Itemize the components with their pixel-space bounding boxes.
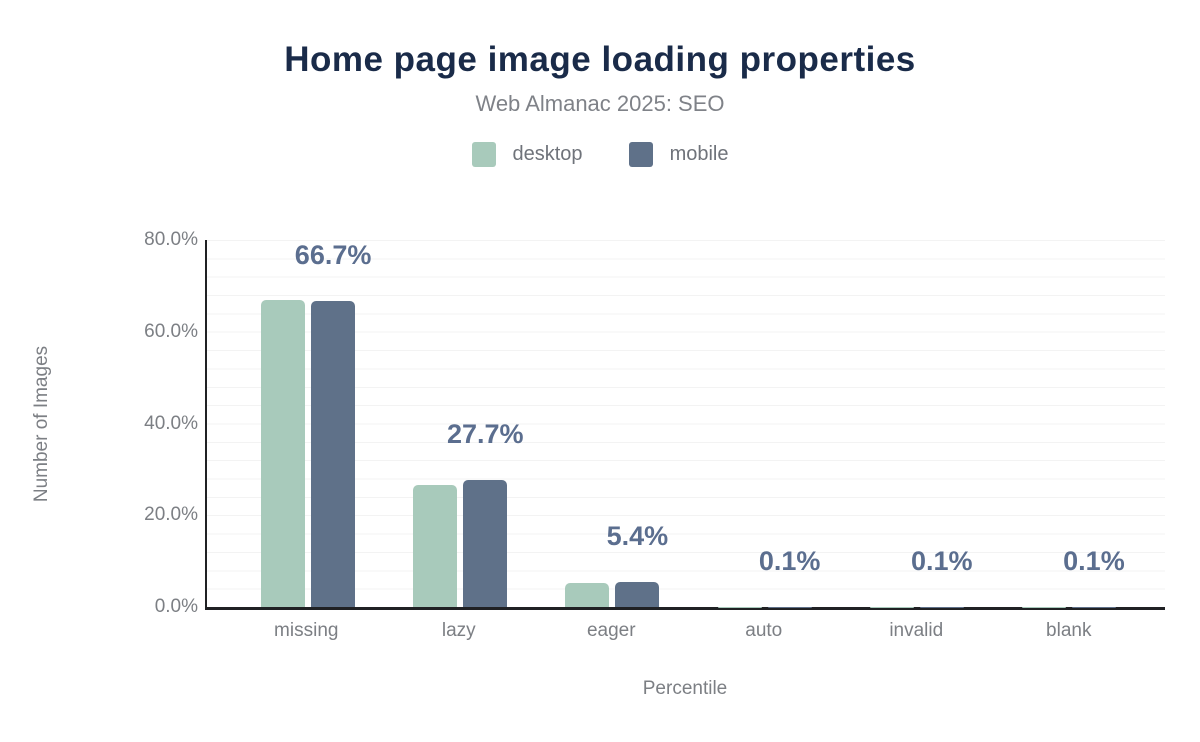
plot-area: 66.7% 27.7% 5.4% 0.1% 0.1% 0.1%: [205, 240, 1165, 610]
y-axis-tick-label: 20.0%: [144, 504, 198, 526]
legend-item-desktop[interactable]: desktop: [471, 142, 583, 167]
x-axis-tick-label-lazy: lazy: [441, 620, 476, 641]
bar-group-auto: 0.1%: [689, 240, 841, 607]
legend-item-mobile[interactable]: mobile: [628, 142, 729, 167]
mobile-bar-missing[interactable]: [311, 301, 356, 607]
bar-group-missing: 66.7%: [232, 240, 384, 607]
x-axis-tick-label-invalid: invalid: [889, 620, 944, 641]
data-label-blank: 0.1%: [1063, 545, 1125, 576]
bar-group-invalid: 0.1%: [841, 240, 993, 607]
mobile-bar-eager[interactable]: [615, 582, 660, 607]
legend: desktop mobile: [0, 142, 1200, 167]
mobile-legend-swatch-icon: [628, 142, 653, 167]
data-label-lazy: 27.7%: [446, 418, 524, 449]
y-axis-tick-label: 60.0%: [144, 320, 198, 342]
x-axis-tick-label-auto: auto: [745, 620, 783, 641]
y-axis-title: Number of Images: [31, 345, 52, 503]
desktop-bar-lazy[interactable]: [413, 484, 458, 607]
mobile-legend-label: mobile: [669, 143, 729, 165]
y-axis-tick-label: 40.0%: [144, 412, 198, 434]
chart-title: Home page image loading properties: [284, 40, 916, 79]
y-axis-tick-label: 0.0%: [154, 596, 198, 617]
x-axis-tick-label-eager: eager: [586, 620, 636, 641]
data-label-eager: 5.4%: [606, 521, 669, 552]
y-axis-tick-label: 80.0%: [144, 229, 198, 250]
chart-subtitle: Web Almanac 2025: SEO: [475, 91, 725, 116]
bar-group-lazy: 27.7%: [384, 240, 536, 607]
x-axis-tick-label-missing: missing: [274, 620, 339, 641]
x-axis-ticks: missing lazy eager auto invalid blank: [205, 620, 1165, 642]
data-label-missing: 66.7%: [294, 240, 372, 271]
y-axis-ticks: 80.0% 60.0% 40.0% 20.0% 0.0%: [88, 229, 198, 618]
desktop-bar-eager[interactable]: [565, 583, 610, 607]
data-label-invalid: 0.1%: [910, 545, 973, 576]
desktop-bar-missing[interactable]: [261, 299, 306, 607]
x-axis-tick-label-blank: blank: [1046, 620, 1092, 641]
x-axis-title: Percentile: [642, 678, 728, 699]
bar-group-eager: 5.4%: [536, 240, 688, 607]
mobile-bar-lazy[interactable]: [463, 479, 508, 607]
data-label-auto: 0.1%: [758, 545, 821, 576]
bar-group-blank: 0.1%: [993, 240, 1145, 607]
desktop-legend-swatch-icon: [471, 142, 496, 167]
desktop-legend-label: desktop: [512, 143, 583, 165]
